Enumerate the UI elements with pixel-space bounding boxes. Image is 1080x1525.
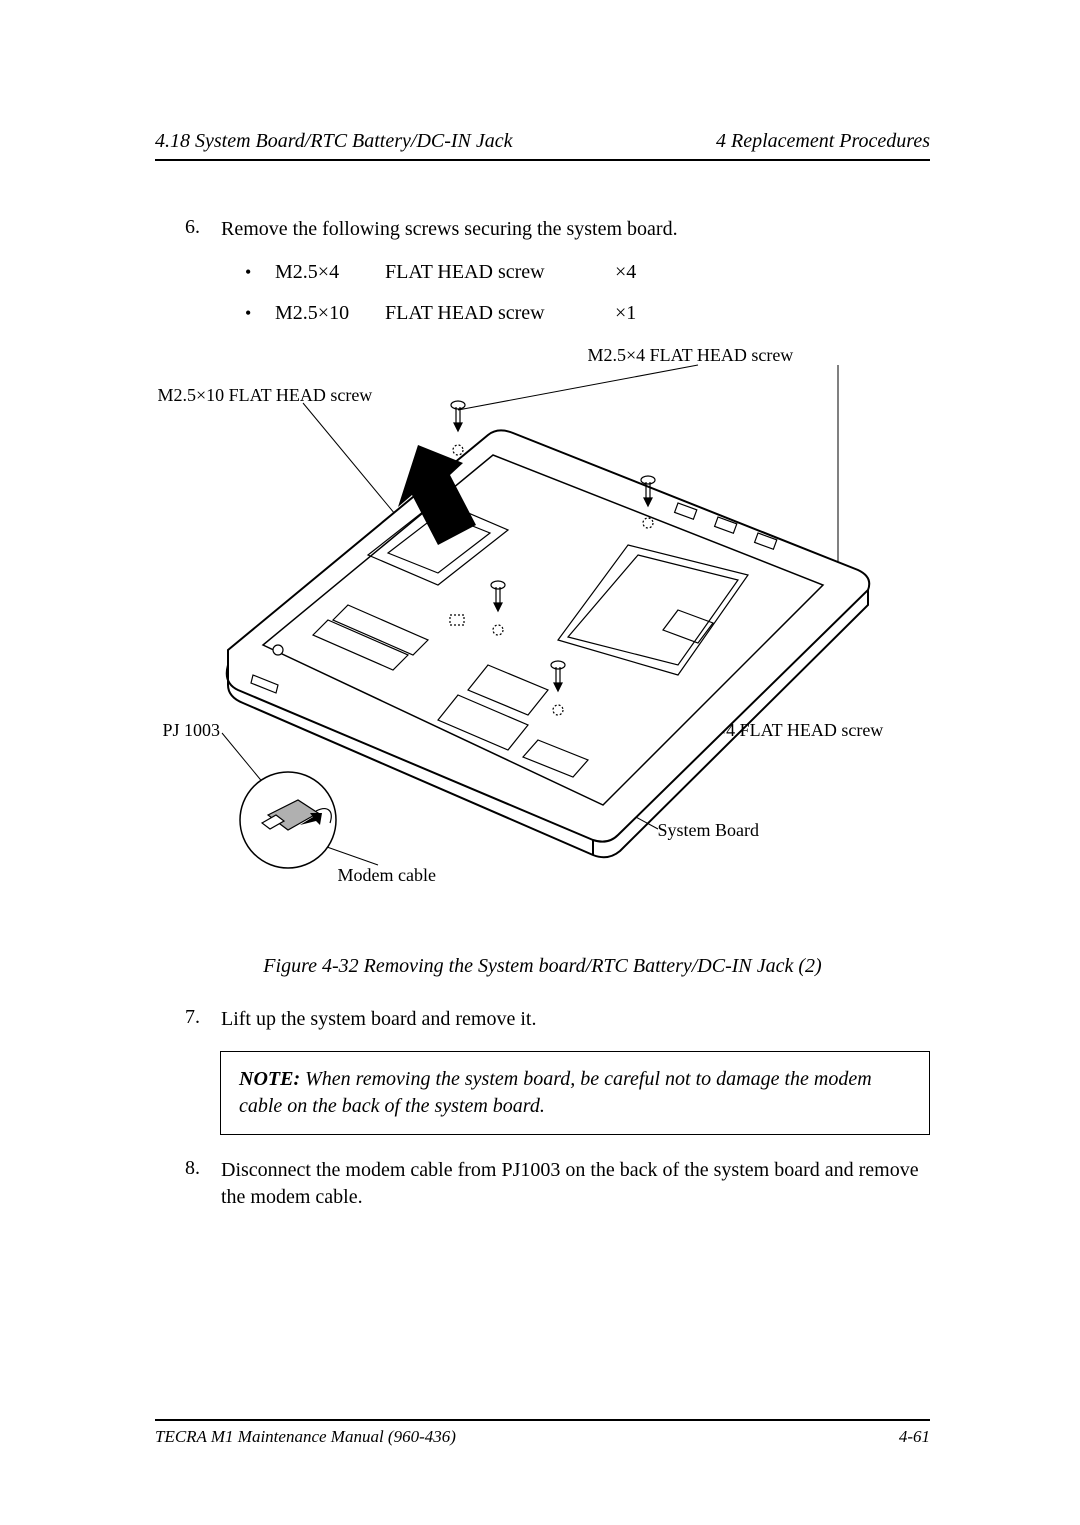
step-8: 8. Disconnect the modem cable from PJ100… [185, 1157, 930, 1211]
step-text: Disconnect the modem cable from PJ1003 o… [221, 1157, 930, 1211]
screw-bullet-2: • M2.5×10 FLAT HEAD screw ×1 [245, 302, 930, 325]
screw-type: FLAT HEAD screw [385, 261, 615, 284]
step-number: 7. [185, 1006, 221, 1033]
screw-qty: ×4 [615, 261, 636, 284]
step-number: 8. [185, 1157, 221, 1211]
figure-svg [158, 345, 928, 935]
note-box: NOTE: When removing the system board, be… [220, 1051, 930, 1135]
footer-right: 4-61 [899, 1427, 930, 1447]
step-list-2: 7. Lift up the system board and remove i… [155, 1006, 930, 1033]
screw-size: M2.5×10 [275, 302, 385, 325]
page: 4.18 System Board/RTC Battery/DC-IN Jack… [0, 0, 1080, 1525]
screw-type: FLAT HEAD screw [385, 302, 615, 325]
step-list: 6. Remove the following screws securing … [155, 216, 930, 243]
bullet-icon: • [245, 262, 275, 283]
note-label: NOTE: [239, 1068, 300, 1090]
screw-bullet-1: • M2.5×4 FLAT HEAD screw ×4 [245, 261, 930, 284]
screw-size: M2.5×4 [275, 261, 385, 284]
step-text: Lift up the system board and remove it. [221, 1006, 930, 1033]
screw-bullet-list: • M2.5×4 FLAT HEAD screw ×4 • M2.5×10 FL… [155, 261, 930, 325]
step-text: Remove the following screws securing the… [221, 216, 930, 243]
note-text: When removing the system board, be caref… [239, 1068, 872, 1117]
bullet-icon: • [245, 303, 275, 324]
step-list-3: 8. Disconnect the modem cable from PJ100… [155, 1157, 930, 1211]
screw-qty: ×1 [615, 302, 636, 325]
figure-caption: Figure 4-32 Removing the System board/RT… [155, 955, 930, 978]
step-number: 6. [185, 216, 221, 243]
header-left: 4.18 System Board/RTC Battery/DC-IN Jack [155, 130, 513, 153]
header-right: 4 Replacement Procedures [716, 130, 930, 153]
page-footer: TECRA M1 Maintenance Manual (960-436) 4-… [155, 1419, 930, 1447]
step-6: 6. Remove the following screws securing … [185, 216, 930, 243]
footer-left: TECRA M1 Maintenance Manual (960-436) [155, 1427, 456, 1447]
step-7: 7. Lift up the system board and remove i… [185, 1006, 930, 1033]
figure-diagram: M2.5×4 FLAT HEAD screw M2.5×10 FLAT HEAD… [158, 345, 928, 935]
page-header: 4.18 System Board/RTC Battery/DC-IN Jack… [155, 130, 930, 161]
